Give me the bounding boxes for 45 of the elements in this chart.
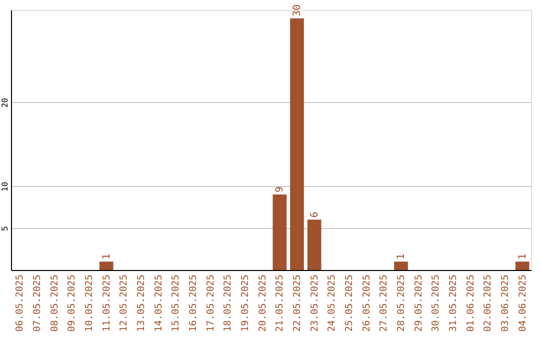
bar	[307, 220, 322, 270]
x-tick-label: 12.05.2025	[118, 274, 130, 332]
x-tick-label: 22.05.2025	[292, 274, 303, 332]
bar	[290, 18, 304, 270]
x-tick-label: 06.05.2025	[14, 274, 26, 332]
x-tick-label: 25.05.2025	[344, 274, 355, 332]
y-tick-label: 10	[0, 182, 10, 192]
bar	[394, 262, 408, 270]
data-label: 1	[517, 254, 528, 260]
x-tick-label: 27.05.2025	[378, 274, 390, 332]
y-tick-label: 5	[0, 226, 10, 231]
x-tick-label: 23.05.2025	[309, 274, 320, 332]
data-label: 30	[292, 4, 303, 16]
x-tick-label: 11.05.2025	[101, 274, 112, 332]
bar	[515, 262, 530, 270]
x-tick-label: 24.05.2025	[326, 274, 338, 332]
x-tick-label: 01.06.2025	[465, 274, 476, 332]
x-tick-label: 30.05.2025	[430, 274, 442, 332]
x-tick-label: 26.05.2025	[361, 274, 372, 332]
data-label: 6	[309, 212, 320, 218]
x-tick-label: 03.06.2025	[500, 274, 511, 332]
x-tick-label: 09.05.2025	[66, 274, 78, 332]
bar	[272, 194, 287, 270]
x-tick-label: 20.05.2025	[257, 274, 268, 332]
x-tick-label: 17.05.2025	[205, 274, 216, 332]
data-label: 1	[101, 254, 112, 260]
data-label: 9	[274, 186, 286, 193]
x-tick-label: 07.05.2025	[32, 274, 43, 332]
x-tick-label: 13.05.2025	[136, 274, 147, 332]
x-tick-label: 14.05.2025	[153, 274, 164, 332]
x-tick-label: 19.05.2025	[240, 274, 251, 332]
y-tick-label: 20	[0, 98, 10, 108]
x-tick-label: 21.05.2025	[274, 274, 286, 332]
x-tick-label: 10.05.2025	[84, 274, 95, 332]
x-tick-label: 18.05.2025	[222, 274, 234, 332]
x-tick-label: 08.05.2025	[49, 274, 60, 332]
x-tick-label: 04.06.2025	[517, 274, 528, 332]
x-tick-label: 15.05.2025	[170, 274, 182, 332]
x-tick-label: 28.05.2025	[396, 274, 407, 332]
bar	[99, 262, 114, 270]
data-label: 1	[396, 254, 407, 260]
x-tick-label: 16.05.2025	[188, 274, 199, 332]
x-tick-label: 29.05.2025	[413, 274, 424, 332]
x-tick-label: 02.06.2025	[482, 274, 494, 332]
x-tick-label: 31.05.2025	[448, 274, 459, 332]
